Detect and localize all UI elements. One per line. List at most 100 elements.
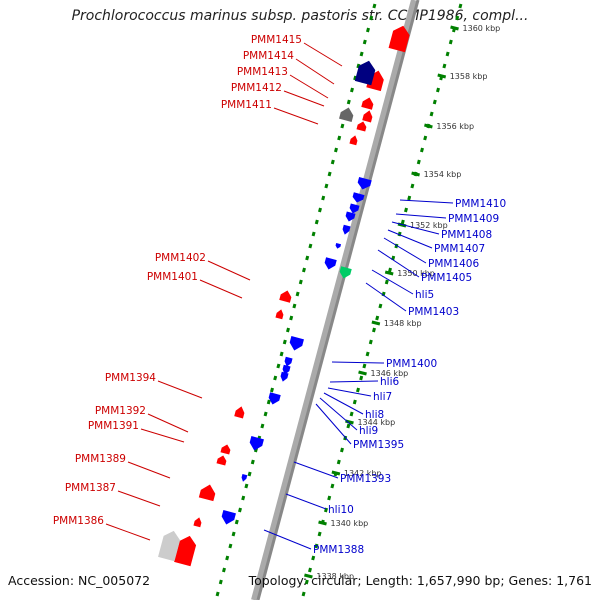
reverse-gene-arrow-shape[interactable]	[241, 473, 248, 482]
forward-gene-arrow[interactable]	[234, 406, 245, 419]
forward-gene-arrow-shape[interactable]	[193, 517, 202, 528]
reverse-gene-label[interactable]: hli7	[373, 391, 392, 403]
outer-right-guide-dot	[301, 591, 306, 597]
reverse-gene-label[interactable]: PMM1403	[408, 306, 459, 318]
reverse-gene-arrow-shape[interactable]	[342, 224, 351, 235]
gene-features[interactable]	[158, 24, 411, 567]
forward-gene-arrow[interactable]	[216, 455, 227, 466]
rna-gene-block[interactable]	[339, 266, 352, 279]
forward-gene-arrow-shape[interactable]	[275, 309, 284, 320]
forward-gene-label[interactable]: PMM1391	[88, 420, 139, 432]
reverse-gene-arrow[interactable]	[335, 242, 342, 249]
reverse-gene-label[interactable]: PMM1395	[353, 439, 404, 451]
reverse-gene-label[interactable]: PMM1388	[313, 544, 364, 556]
reverse-gene-label[interactable]: PMM1408	[441, 229, 492, 241]
forward-gene-arrow-shape[interactable]	[220, 444, 231, 455]
rna-gene-block-shape[interactable]	[339, 266, 352, 279]
forward-gene-label[interactable]: PMM1412	[231, 82, 282, 94]
reverse-gene-arrow[interactable]	[282, 364, 291, 375]
forward-gene-arrow-shape[interactable]	[388, 24, 411, 53]
reverse-gene-arrow-shape[interactable]	[249, 436, 264, 452]
forward-gene-label[interactable]: PMM1401	[147, 271, 198, 283]
reverse-gene-arrow-shape[interactable]	[289, 336, 304, 352]
reverse-gene-arrow[interactable]	[221, 510, 236, 526]
forward-gene-arrow[interactable]	[275, 309, 284, 320]
reverse-gene-arrow[interactable]	[289, 336, 304, 352]
reverse-gene-arrow[interactable]	[268, 392, 281, 405]
pseudo-gene-block[interactable]	[339, 107, 355, 122]
reverse-gene-arrow-shape[interactable]	[280, 371, 289, 382]
reverse-gene-arrow-shape[interactable]	[284, 356, 293, 367]
light-gene-block-shape[interactable]	[158, 529, 182, 562]
reverse-gene-label[interactable]: hli5	[415, 289, 434, 301]
reverse-gene-label[interactable]: PMM1393	[340, 473, 391, 485]
forward-gene-arrow[interactable]	[388, 24, 411, 53]
forward-gene-arrow-shape[interactable]	[279, 290, 292, 303]
reverse-gene-label[interactable]: PMM1400	[386, 358, 437, 370]
reverse-gene-arrow[interactable]	[324, 257, 337, 270]
reverse-gene-arrow[interactable]	[357, 177, 372, 191]
reverse-gene-arrow-shape[interactable]	[221, 510, 236, 526]
forward-gene-label[interactable]: PMM1389	[75, 453, 126, 465]
reverse-gene-arrow-shape[interactable]	[324, 257, 337, 270]
outer-left-guide-dot	[260, 423, 265, 429]
forward-gene-arrow[interactable]	[220, 444, 231, 455]
reverse-gene-arrow-shape[interactable]	[352, 192, 365, 203]
reverse-gene-label[interactable]: hli9	[359, 425, 378, 437]
forward-gene-label[interactable]: PMM1402	[155, 252, 206, 264]
forward-gene-label[interactable]: PMM1392	[95, 405, 146, 417]
forward-gene-arrow-shape[interactable]	[216, 455, 227, 466]
dark-gene-block[interactable]	[354, 59, 376, 86]
forward-gene-arrow[interactable]	[356, 121, 367, 132]
forward-gene-arrow[interactable]	[362, 110, 373, 123]
forward-gene-arrow-shape[interactable]	[361, 97, 374, 110]
forward-gene-arrow[interactable]	[349, 135, 358, 146]
reverse-gene-label[interactable]: hli8	[365, 409, 384, 421]
forward-gene-label[interactable]: PMM1413	[237, 66, 288, 78]
forward-gene-arrow-shape[interactable]	[234, 406, 245, 419]
forward-gene-arrow-shape[interactable]	[174, 534, 198, 567]
reverse-gene-label[interactable]: PMM1406	[428, 258, 479, 270]
gene-labels[interactable]: PMM1415 PMM1414 PMM1413 PMM1412 PMM1411 PMM14…	[53, 34, 506, 556]
reverse-gene-arrow-shape[interactable]	[335, 242, 342, 249]
reverse-gene-arrow[interactable]	[345, 211, 356, 222]
forward-gene-label[interactable]: PMM1387	[65, 482, 116, 494]
reverse-gene-arrow[interactable]	[349, 203, 360, 214]
reverse-gene-label[interactable]: PMM1405	[421, 272, 472, 284]
dark-gene-block-shape[interactable]	[354, 59, 376, 86]
forward-gene-arrow-shape[interactable]	[349, 135, 358, 146]
forward-gene-arrow[interactable]	[198, 483, 216, 502]
forward-gene-label[interactable]: PMM1411	[221, 99, 272, 111]
outer-left-guide-dot	[225, 555, 230, 561]
reverse-gene-arrow-shape[interactable]	[268, 392, 281, 405]
reverse-gene-label[interactable]: PMM1409	[448, 213, 499, 225]
reverse-gene-arrow[interactable]	[352, 192, 365, 203]
reverse-gene-label[interactable]: PMM1407	[434, 243, 485, 255]
reverse-gene-arrow[interactable]	[284, 356, 293, 367]
reverse-gene-arrow[interactable]	[280, 371, 289, 382]
reverse-gene-arrow-shape[interactable]	[282, 364, 291, 375]
reverse-gene-label[interactable]: hli6	[380, 376, 399, 388]
forward-gene-arrow-shape[interactable]	[356, 121, 367, 132]
reverse-gene-arrow[interactable]	[249, 436, 264, 452]
reverse-gene-arrow[interactable]	[342, 224, 351, 235]
reverse-gene-arrow-shape[interactable]	[349, 203, 360, 214]
forward-gene-arrow-shape[interactable]	[362, 110, 373, 123]
forward-gene-arrow[interactable]	[279, 290, 292, 303]
pseudo-gene-block-shape[interactable]	[339, 107, 355, 122]
forward-gene-label[interactable]: PMM1414	[243, 50, 294, 62]
forward-gene-label[interactable]: PMM1415	[251, 34, 302, 46]
reverse-gene-label[interactable]: PMM1410	[455, 198, 506, 210]
forward-gene-arrow[interactable]	[193, 517, 202, 528]
forward-gene-arrow-shape[interactable]	[198, 483, 216, 502]
reverse-gene-label[interactable]: hli10	[328, 504, 354, 516]
reverse-gene-arrow-shape[interactable]	[357, 177, 372, 191]
forward-gene-label[interactable]: PMM1386	[53, 515, 104, 527]
light-gene-block[interactable]	[158, 529, 182, 562]
forward-gene-arrow[interactable]	[174, 534, 198, 567]
reverse-gene-arrow-shape[interactable]	[345, 211, 356, 222]
reverse-gene-arrow[interactable]	[241, 473, 248, 482]
forward-gene-arrow[interactable]	[361, 97, 374, 110]
forward-gene-label[interactable]: PMM1394	[105, 372, 156, 384]
